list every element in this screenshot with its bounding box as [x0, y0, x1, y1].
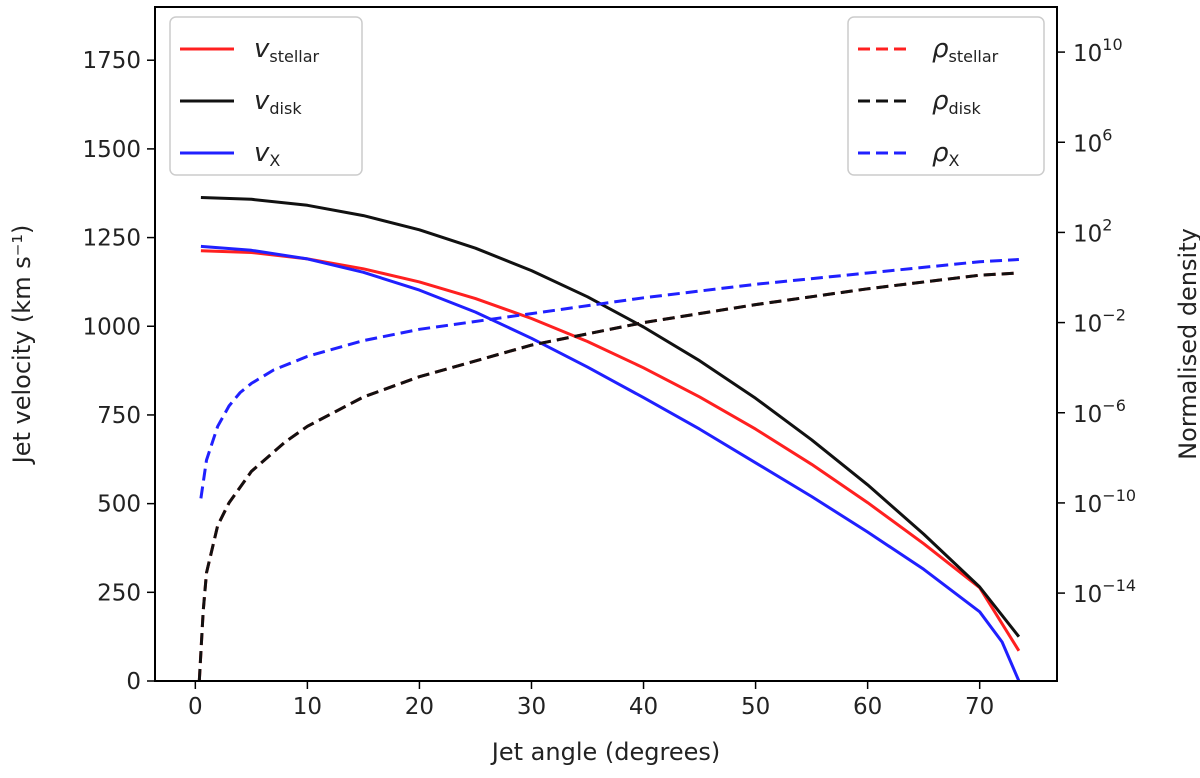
x-tick-label: 20 — [405, 694, 434, 720]
y-tick-label: 750 — [97, 403, 141, 429]
x-tick-label: 70 — [965, 694, 994, 720]
legend-label: vdisk — [254, 86, 302, 118]
x-tick-label: 40 — [629, 694, 658, 720]
series-rho-disk — [197, 271, 1019, 682]
series-v-X — [200, 244, 1021, 682]
y-tick-label: 250 — [97, 580, 141, 606]
series-layer — [197, 196, 1021, 682]
y-tick-label: 1750 — [82, 48, 141, 74]
x-tick-label: 60 — [853, 694, 882, 720]
y-tick-label: 1000 — [82, 314, 141, 340]
y2-axis-title: Normalised density — [1174, 228, 1200, 460]
x-tick-label: 30 — [517, 694, 546, 720]
legend-left: vstellar vdisk vX — [169, 16, 363, 176]
legend-box — [847, 16, 1045, 176]
legend-right: ρstellar ρdisk ρX — [847, 16, 1045, 176]
series-v-disk — [200, 196, 1021, 638]
x-tick-label: 10 — [293, 694, 322, 720]
y2-tick-label: 10−6 — [1073, 396, 1126, 428]
plot-frame — [154, 6, 1058, 682]
y-tick-label: 0 — [126, 669, 141, 695]
y2-tick-label: 102 — [1073, 215, 1112, 247]
y2-tick-label: 1010 — [1073, 35, 1123, 67]
legend-box — [169, 16, 363, 176]
legend-label: ρX — [932, 138, 960, 170]
y-tick-label: 500 — [97, 492, 141, 518]
y2-tick-label: 10−10 — [1073, 486, 1136, 518]
legend-label: vstellar — [254, 34, 320, 66]
legend-label: ρdisk — [932, 86, 981, 118]
y2-tick-label: 10−14 — [1073, 576, 1136, 608]
legend-label: vX — [254, 138, 280, 170]
y-tick-label: 1500 — [82, 137, 141, 163]
series-rho-stellar — [197, 271, 1019, 682]
legend-label: ρstellar — [932, 34, 999, 66]
y-axis-title: Jet velocity (km s⁻¹) — [8, 225, 36, 466]
series-rho-X — [199, 258, 1019, 499]
y2-tick-label: 10−2 — [1073, 306, 1126, 338]
series-v-stellar — [200, 249, 1021, 652]
x-tick-label: 50 — [741, 694, 770, 720]
x-tick-label: 0 — [188, 694, 203, 720]
y2-tick-label: 106 — [1073, 125, 1112, 157]
x-axis-title: Jet angle (degrees) — [490, 738, 720, 766]
y-tick-label: 1250 — [82, 226, 141, 252]
